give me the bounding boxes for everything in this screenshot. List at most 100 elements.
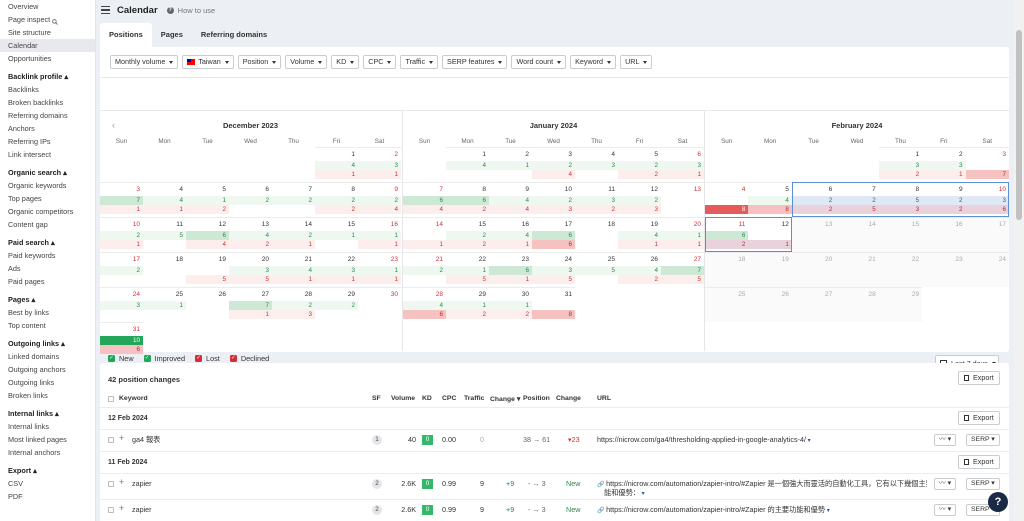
sidebar-group-3[interactable]: Paid search ▴ [8, 238, 55, 247]
column-header-cpc[interactable]: CPC [442, 395, 457, 402]
sidebar-group-5[interactable]: Outgoing links ▴ [8, 339, 65, 348]
day-cell[interactable]: 18 [575, 217, 618, 252]
url-link-continued[interactable]: 能和優勢： ▾ [604, 488, 645, 498]
column-header-change[interactable]: Change ▾ [490, 396, 521, 403]
sidebar-item-most-linked-pages[interactable]: Most linked pages [0, 433, 95, 446]
day-cell[interactable]: 24 3 [100, 287, 143, 322]
day-cell[interactable]: 18 [143, 252, 186, 287]
day-cell[interactable]: 17 6 6 [532, 217, 575, 252]
tab-referring-domains[interactable]: Referring domains [200, 30, 268, 39]
legend-declined[interactable]: ✓ Declined [229, 354, 269, 363]
day-cell[interactable]: 22 3 1 [315, 252, 358, 287]
day-cell[interactable]: 31 8 [532, 287, 575, 322]
day-cell[interactable]: 27 7 5 [661, 252, 704, 287]
trend-chart-button[interactable]: 〰 ▾ [934, 504, 957, 516]
day-cell[interactable]: 22 [878, 252, 923, 287]
sidebar-item-internal-links[interactable]: Internal links [0, 420, 95, 433]
day-cell[interactable]: 18 [705, 252, 749, 287]
sidebar-item-site-structure[interactable]: Site structure [0, 26, 95, 39]
chevron-down-icon[interactable]: ▾ [805, 438, 811, 444]
sidebar-item-pdf[interactable]: PDF [0, 490, 95, 503]
sidebar-group-1[interactable]: Backlink profile ▴ [8, 72, 69, 81]
sidebar-item-paid-keywords[interactable]: Paid keywords [0, 249, 95, 262]
column-header-volume[interactable]: Volume [391, 395, 416, 402]
day-cell[interactable]: 15 2 2 [446, 217, 489, 252]
day-cell[interactable]: 27 7 1 [229, 287, 272, 322]
day-cell[interactable]: 11 6 2 [705, 217, 749, 252]
sidebar-group-2[interactable]: Organic search ▴ [8, 168, 67, 177]
day-cell[interactable]: 24 [965, 252, 1009, 287]
day-cell[interactable]: 24 3 5 [532, 252, 575, 287]
legend-improved[interactable]: ✓ Improved [143, 354, 185, 363]
day-cell[interactable]: 16 4 1 [489, 217, 532, 252]
sidebar-item-outgoing-anchors[interactable]: Outgoing anchors [0, 363, 95, 376]
day-cell[interactable]: 25 [705, 287, 749, 322]
sidebar-group-6[interactable]: Internal links ▴ [8, 409, 59, 418]
sidebar-item-csv[interactable]: CSV [0, 477, 95, 490]
keyword-link[interactable]: zapier [132, 479, 152, 488]
day-cell[interactable]: 17 2 [100, 252, 143, 287]
filter-url[interactable]: URL [620, 55, 653, 69]
day-cell[interactable]: 13 [661, 182, 704, 217]
day-cell[interactable]: 10 2 1 [100, 217, 143, 252]
day-cell[interactable]: 22 1 5 [446, 252, 489, 287]
table-row[interactable]: + zapier 2 2.6K 0 0.99 9 +9 - → 3 New 🔗 https://ni… [100, 499, 1009, 521]
filter-taiwan[interactable]: Taiwan [182, 55, 234, 69]
export-button[interactable]: Export [958, 371, 1000, 385]
group-export-button[interactable]: Export [958, 455, 1000, 469]
sidebar-item-backlinks[interactable]: Backlinks [0, 83, 95, 96]
serp-button[interactable]: SERP ▾ [966, 478, 1000, 490]
prev-month-icon[interactable]: ‹ [112, 120, 115, 130]
sidebar-item-anchors[interactable]: Anchors [0, 122, 95, 135]
sidebar-item-organic-competitors[interactable]: Organic competitors [0, 205, 95, 218]
day-cell[interactable]: 16 [922, 217, 966, 252]
day-cell[interactable]: 12 2 3 [618, 182, 661, 217]
day-cell[interactable]: 13 4 2 [229, 217, 272, 252]
menu-icon[interactable] [101, 6, 111, 14]
day-cell[interactable]: 11 5 [143, 217, 186, 252]
day-cell[interactable]: 10 2 3 [532, 182, 575, 217]
day-cell[interactable]: 26 [186, 287, 229, 322]
sidebar-item-outgoing-links[interactable]: Outgoing links [0, 376, 95, 389]
day-cell[interactable]: 31 10 6 [100, 322, 143, 357]
column-header-sf[interactable]: SF [372, 395, 381, 402]
day-cell[interactable]: 21 [835, 252, 879, 287]
column-header-kd[interactable]: KD [422, 395, 432, 402]
filter-word-count[interactable]: Word count [511, 55, 567, 69]
add-keyword-icon[interactable]: + [119, 503, 125, 513]
url-link[interactable]: 🔗 https://nicrow.com/automation/zapier-i… [597, 479, 927, 489]
day-cell[interactable]: 10 3 6 [965, 182, 1009, 217]
sidebar-item-internal-anchors[interactable]: Internal anchors [0, 446, 95, 459]
sidebar-item-calendar[interactable]: Calendar [0, 39, 95, 52]
day-cell[interactable]: 30 [358, 287, 401, 322]
day-cell[interactable]: 21 4 1 [272, 252, 315, 287]
table-row[interactable]: + ga4 報表 1 40 0 0.00 0 38 → 61 ▾23 https://nicrow… [100, 429, 1009, 451]
row-checkbox[interactable] [108, 507, 114, 513]
filter-keyword[interactable]: Keyword [570, 55, 617, 69]
tab-positions[interactable]: Positions [100, 23, 152, 47]
day-cell[interactable]: 23 [922, 252, 966, 287]
day-cell[interactable]: 16 1 1 [358, 217, 401, 252]
sidebar-group-7[interactable]: Export ▴ [8, 466, 37, 475]
sidebar-item-referring-ips[interactable]: Referring IPs [0, 135, 95, 148]
select-all-checkbox[interactable] [108, 396, 114, 402]
legend-lost[interactable]: ✓ Lost [195, 354, 220, 363]
day-cell[interactable]: 25 1 [143, 287, 186, 322]
legend-new[interactable]: ✓ New [108, 354, 134, 363]
day-cell[interactable]: 23 1 1 [358, 252, 401, 287]
